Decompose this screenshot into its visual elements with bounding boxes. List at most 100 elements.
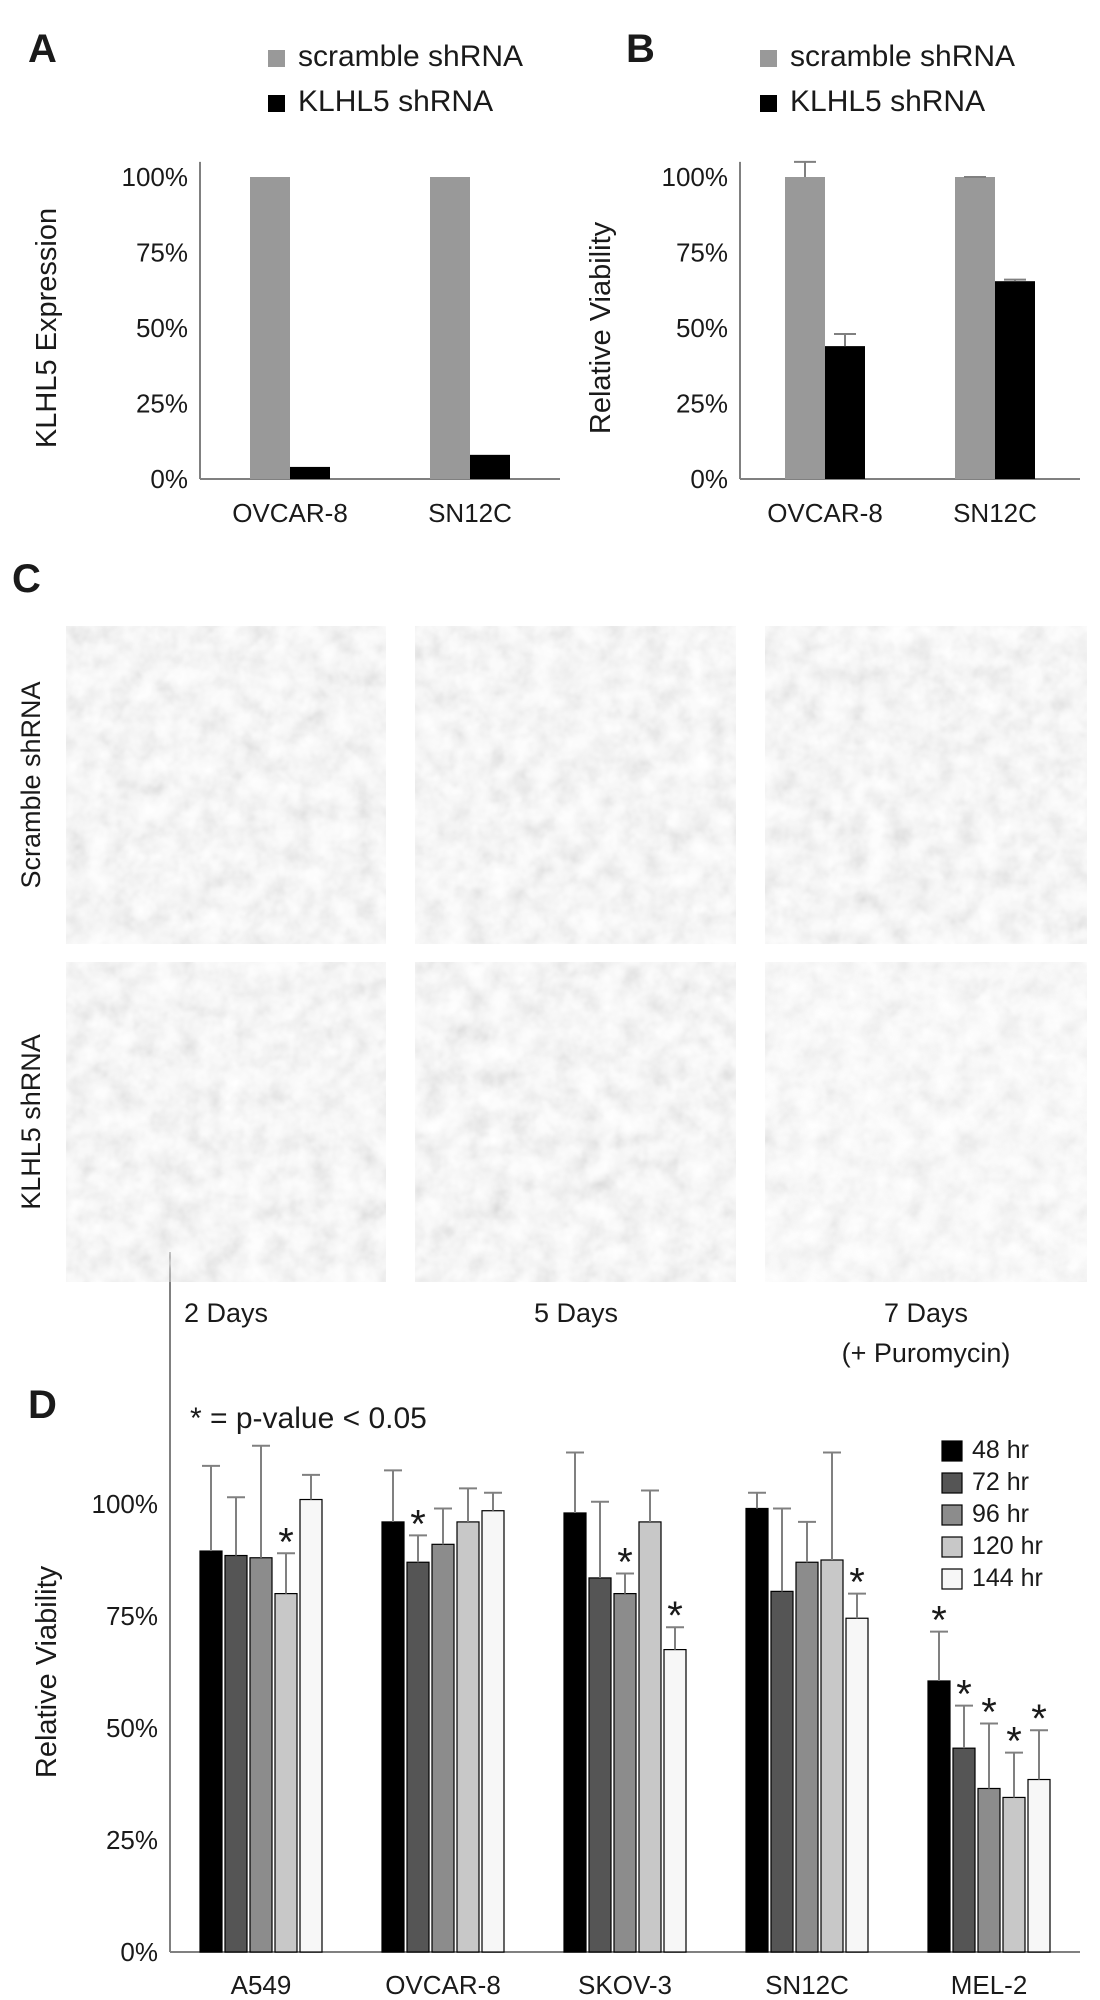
micrograph-klhl5-7days: [765, 962, 1087, 1282]
panel-d-legend-label: 96 hr: [972, 1500, 1029, 1528]
panel-b-legend-swatch: [760, 50, 777, 67]
panel-a-bar: [430, 177, 470, 479]
panel-b-ytick-label: 25%: [676, 389, 728, 419]
panel-a-legend-swatch: [268, 95, 285, 112]
panel-d-bar: [249, 1557, 273, 1953]
panel-d-bar: [563, 1512, 587, 1953]
panel-a-ytick-label: 75%: [136, 238, 188, 268]
panel-d-bar: [406, 1561, 430, 1953]
panel-a-label: A: [28, 27, 57, 71]
panel-a-legend-swatch: [268, 50, 285, 67]
panel-d-bar: [481, 1510, 505, 1953]
panel-d-legend-swatch: [941, 1536, 963, 1558]
col-label-puromycin: (+ Puromycin): [842, 1338, 1011, 1368]
panel-a-bar: [250, 177, 290, 479]
panel-d-bar: [663, 1648, 687, 1953]
panel-d-significance-star: *: [278, 1520, 294, 1564]
panel-a-legend-label: scramble shRNA: [298, 40, 523, 73]
panel-d-legend-label: 144 hr: [972, 1564, 1043, 1592]
panel-d-bar: [224, 1554, 248, 1953]
panel-d-legend-label: 72 hr: [972, 1468, 1029, 1496]
panel-d-bar: [588, 1577, 612, 1953]
panel-d-y-axis-label: Relative Viability: [31, 1565, 63, 1778]
panel-a-x-tick-label: SN12C: [428, 498, 512, 528]
micrograph-klhl5-5days: [415, 962, 736, 1282]
panel-b-ytick-label: 75%: [676, 238, 728, 268]
col-label-7days: 7 Days: [884, 1298, 968, 1328]
panel-d-legend-label: 120 hr: [972, 1532, 1043, 1560]
panel-d-significance-star: *: [1006, 1720, 1022, 1764]
panel-b-y-axis-label: Relative Viability: [585, 221, 617, 434]
panel-d-significance-star: *: [617, 1540, 633, 1584]
panel-a-x-tick-label: OVCAR-8: [232, 498, 348, 528]
panel-a-legend-label: KLHL5 shRNA: [298, 85, 493, 118]
panel-d-bar: [745, 1507, 769, 1953]
panel-b-x-tick-label: OVCAR-8: [767, 498, 883, 528]
panel-d-legend-swatch: [941, 1472, 963, 1494]
panel-d-x-tick-label: A549: [231, 1970, 292, 2000]
panel-b-legend-swatch: [760, 95, 777, 112]
panel-d-bar: [299, 1498, 323, 1953]
row-label-klhl5: KLHL5 shRNA: [16, 1034, 46, 1210]
panel-d-significance-star: *: [981, 1691, 997, 1735]
panel-b-label: B: [626, 27, 655, 71]
panel-d-x-tick-label: MEL-2: [951, 1970, 1028, 2000]
panel-d-bar: [381, 1521, 405, 1953]
panel-d-legend-swatch: [941, 1504, 963, 1526]
chart-panel-d: 0% 25% 50% 75% 100% Relative Viability * A549 * O…: [31, 1252, 1080, 2000]
panel-d-legend-label: 48 hr: [972, 1436, 1029, 1464]
panel-d-bar: [1027, 1778, 1051, 1953]
micrograph-scramble-5days: [415, 626, 736, 944]
panel-a-ytick-label: 0%: [150, 464, 188, 494]
panel-d-ytick-label: 75%: [106, 1601, 158, 1631]
panel-d-x-tick-label: SN12C: [765, 1970, 849, 2000]
panel-d-significance-star: *: [956, 1673, 972, 1717]
micrograph-scramble-2days: [66, 626, 386, 944]
panel-a-y-axis-label: KLHL5 Expression: [31, 208, 63, 448]
panel-d-bar: [431, 1543, 455, 1953]
panel-d-bar: [977, 1787, 1001, 1953]
panel-d-annotation: * = p-value < 0.05: [190, 1402, 427, 1435]
panel-d-legend-swatch: [941, 1568, 963, 1590]
panel-d-significance-star: *: [849, 1561, 865, 1605]
panel-d-ytick-label: 25%: [106, 1825, 158, 1855]
panel-d-x-tick-label: OVCAR-8: [385, 1970, 501, 2000]
panel-d-x-tick-label: SKOV-3: [578, 1970, 672, 2000]
panel-a-ytick-label: 100%: [122, 162, 189, 192]
panel-d-ytick-label: 100%: [92, 1489, 159, 1519]
panel-b-bar: [785, 177, 825, 479]
panel-d-ytick-label: 50%: [106, 1713, 158, 1743]
panel-d-bar: [795, 1561, 819, 1953]
panel-d-bar: [456, 1521, 480, 1953]
row-label-scramble: Scramble shRNA: [16, 681, 46, 888]
panel-a-bar: [470, 454, 510, 479]
panel-d-label: D: [28, 1383, 57, 1427]
panel-c-label: C: [12, 557, 41, 601]
panel-d-bar: [770, 1590, 794, 1953]
col-label-5days: 5 Days: [534, 1298, 618, 1328]
panel-b-legend-label: KLHL5 shRNA: [790, 85, 985, 118]
panel-d-bar: [820, 1559, 844, 1953]
chart-panel-b: 0% 25% 50% 75% 100% Relative Viability OVCAR-8…: [585, 40, 1080, 528]
panel-b-bar: [825, 346, 865, 479]
panel-d-bar: [952, 1747, 976, 1953]
panel-b-ytick-label: 0%: [690, 464, 728, 494]
micrograph-grid: [66, 626, 1087, 1282]
panel-d-bar: [1002, 1796, 1026, 1953]
panel-d-bar: [638, 1521, 662, 1953]
micrograph-klhl5-2days: [66, 962, 386, 1282]
panel-d-ytick-label: 0%: [120, 1937, 158, 1967]
panel-d-significance-star: *: [1031, 1697, 1047, 1741]
panel-d-legend-swatch: [941, 1440, 963, 1462]
panel-b-bar: [995, 281, 1035, 479]
panel-b-bar: [955, 177, 995, 479]
panel-d-bar: [845, 1617, 869, 1953]
panel-d-bar: [199, 1550, 223, 1953]
panel-d-bar: [613, 1592, 637, 1953]
panel-b-ytick-label: 50%: [676, 313, 728, 343]
panel-d-significance-star: *: [410, 1502, 426, 1546]
panel-a-ytick-label: 25%: [136, 389, 188, 419]
panel-a-bar: [290, 466, 330, 479]
col-label-2days: 2 Days: [184, 1298, 268, 1328]
